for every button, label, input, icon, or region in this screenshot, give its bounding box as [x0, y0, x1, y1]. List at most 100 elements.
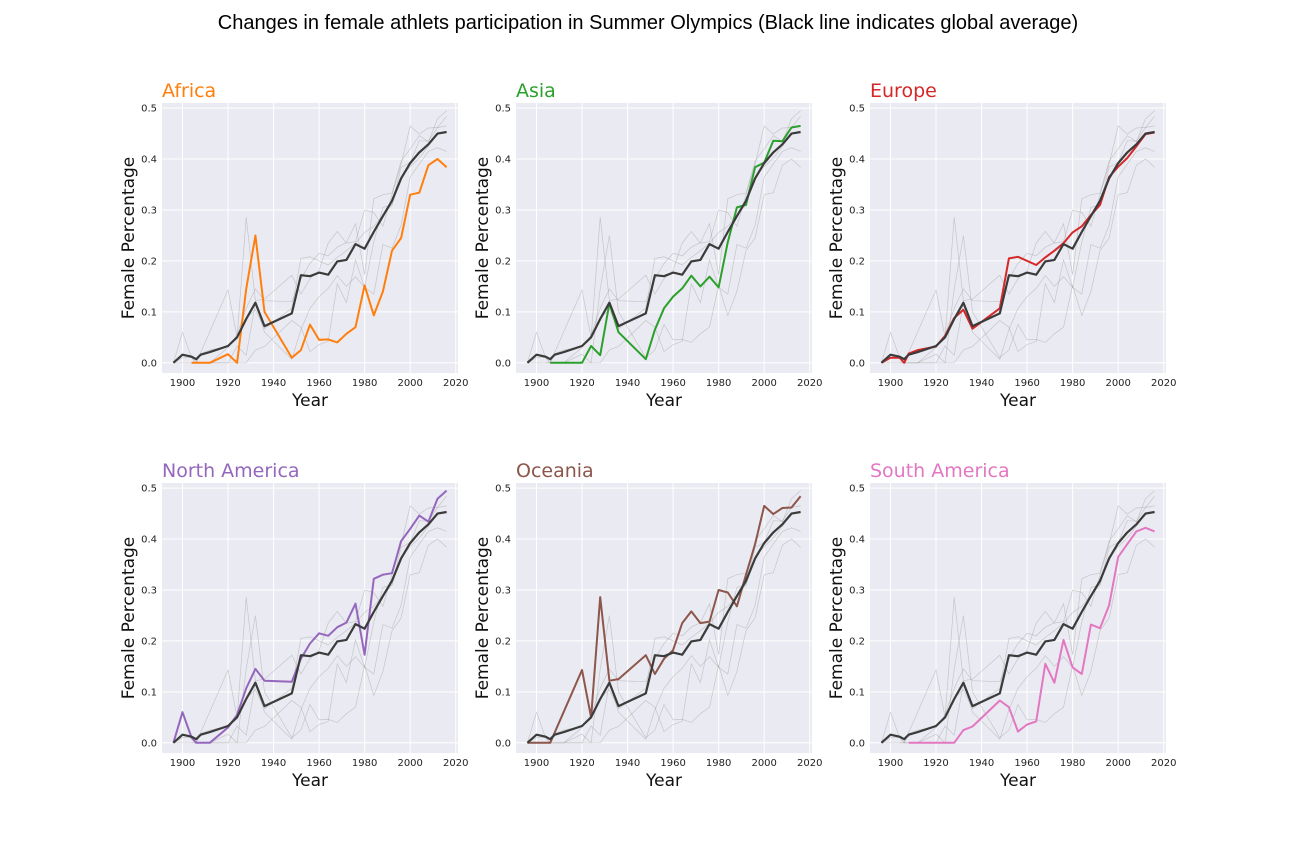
- global-average-line: [880, 510, 1155, 744]
- plot-area: [870, 103, 1166, 373]
- y-tick-label: 0.2: [849, 636, 865, 647]
- background-series-line-africa: [899, 158, 1155, 364]
- y-tick-label: 0.3: [495, 585, 511, 596]
- y-tick-label: 0.4: [849, 155, 865, 166]
- x-tick-label: 1900: [170, 378, 195, 389]
- panel-south-america: 1900 1920 1940 1960 1980 2000 2020 0.0 0.1 0.2 0.3…: [827, 460, 1176, 791]
- y-tick-label: 0.3: [849, 585, 865, 596]
- panel-north-america: 1900 1920 1940 1960 1980 2000 2020 0.0 0.1 0.2 0.3…: [119, 460, 468, 791]
- x-tick-label: 1920: [215, 378, 240, 389]
- x-tick-label: 1960: [306, 758, 331, 769]
- series-line-north-america: [172, 489, 448, 744]
- x-tick-label: 2020: [443, 758, 468, 769]
- global-average-line: [880, 130, 1155, 364]
- y-tick-label: 0.5: [495, 484, 511, 495]
- x-tick-label: 1940: [969, 378, 994, 389]
- y-tick-label: 0.0: [141, 358, 157, 369]
- background-series-line-asia: [904, 125, 1155, 364]
- y-tick-label: 0.3: [495, 205, 511, 216]
- x-tick-label: 1980: [706, 758, 731, 769]
- x-axis-label: Year: [999, 771, 1036, 791]
- x-axis-label: Year: [999, 391, 1036, 411]
- background-series-line-south-america: [554, 527, 801, 744]
- y-tick-label: 0.0: [849, 358, 865, 369]
- y-tick-label: 0.2: [495, 636, 511, 647]
- x-axis-label: Year: [291, 771, 328, 791]
- y-tick-label: 0.3: [849, 205, 865, 216]
- y-tick-label: 0.4: [495, 535, 511, 546]
- y-axis-label: Female Percentage: [827, 537, 847, 700]
- background-series-line-south-america: [908, 147, 1155, 364]
- y-tick-label: 0.4: [141, 535, 157, 546]
- panel-title: South America: [870, 460, 1010, 482]
- y-axis-label: Female Percentage: [473, 537, 493, 700]
- panel-title: North America: [162, 460, 300, 482]
- x-tick-label: 1980: [1060, 758, 1085, 769]
- series-line-asia: [550, 124, 801, 364]
- y-tick-label: 0.2: [141, 636, 157, 647]
- y-tick-label: 0.0: [495, 738, 511, 749]
- y-tick-label: 0.1: [849, 307, 865, 318]
- y-tick-label: 0.0: [141, 738, 157, 749]
- background-series-line-africa: [899, 538, 1155, 744]
- y-tick-label: 0.5: [141, 104, 157, 115]
- y-axis-label: Female Percentage: [119, 157, 139, 320]
- y-tick-label: 0.1: [141, 687, 157, 698]
- panel-asia: 1900 1920 1940 1960 1980 2000 2020 0.0 0.1 0.2 0.3…: [473, 80, 822, 411]
- background-series-line-oceania: [527, 115, 801, 364]
- y-tick-label: 0.1: [141, 307, 157, 318]
- y-tick-label: 0.4: [141, 155, 157, 166]
- y-axis-label: Female Percentage: [827, 157, 847, 320]
- x-tick-label: 2000: [1105, 378, 1130, 389]
- x-axis-label: Year: [291, 391, 328, 411]
- x-tick-label: 1920: [923, 758, 948, 769]
- background-series-line-south-america: [200, 147, 447, 364]
- global-average-line: [526, 510, 801, 744]
- y-tick-label: 0.0: [849, 738, 865, 749]
- panel-title: Europe: [870, 80, 937, 102]
- x-tick-label: 1940: [261, 758, 286, 769]
- y-tick-label: 0.1: [495, 307, 511, 318]
- x-tick-label: 2020: [1151, 758, 1176, 769]
- y-tick-label: 0.4: [495, 155, 511, 166]
- background-series-line-south-america: [554, 147, 801, 364]
- x-tick-label: 2020: [443, 378, 468, 389]
- x-tick-label: 1960: [660, 378, 685, 389]
- x-tick-label: 1940: [969, 758, 994, 769]
- x-tick-label: 1900: [524, 758, 549, 769]
- background-series-line-africa: [545, 158, 801, 364]
- y-tick-label: 0.2: [495, 256, 511, 267]
- y-tick-label: 0.2: [849, 256, 865, 267]
- series-line-south-america: [908, 526, 1155, 744]
- x-tick-label: 2000: [751, 378, 776, 389]
- global-average-line: [172, 130, 447, 364]
- x-tick-label: 1960: [660, 758, 685, 769]
- x-tick-label: 1920: [569, 378, 594, 389]
- x-tick-label: 2020: [797, 758, 822, 769]
- background-series-line-oceania: [173, 115, 447, 364]
- x-tick-label: 1900: [878, 758, 903, 769]
- x-tick-label: 1900: [170, 758, 195, 769]
- y-tick-label: 0.4: [849, 535, 865, 546]
- y-tick-label: 0.0: [495, 358, 511, 369]
- x-tick-label: 1960: [306, 378, 331, 389]
- background-series-line-asia: [550, 505, 801, 744]
- background-series-line-north-america: [881, 110, 1155, 364]
- y-tick-label: 0.5: [495, 104, 511, 115]
- x-tick-label: 1960: [1014, 378, 1039, 389]
- x-axis-label: Year: [645, 771, 682, 791]
- x-tick-label: 2020: [797, 378, 822, 389]
- global-average-line: [526, 130, 801, 364]
- panel-oceania: 1900 1920 1940 1960 1980 2000 2020 0.0 0.1 0.2 0.3…: [473, 460, 822, 791]
- x-tick-label: 1980: [1060, 378, 1085, 389]
- y-tick-label: 0.5: [141, 484, 157, 495]
- x-tick-label: 2000: [397, 378, 422, 389]
- x-tick-label: 1980: [352, 758, 377, 769]
- background-series-line-asia: [904, 505, 1155, 744]
- y-tick-label: 0.1: [495, 687, 511, 698]
- x-tick-label: 1960: [1014, 758, 1039, 769]
- x-tick-label: 1900: [524, 378, 549, 389]
- x-tick-label: 2000: [751, 758, 776, 769]
- plot-area: [870, 483, 1166, 753]
